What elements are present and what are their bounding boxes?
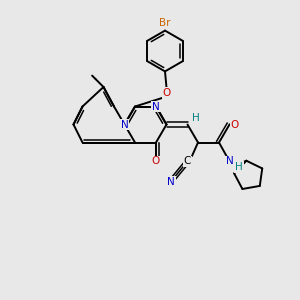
Text: O: O xyxy=(162,88,171,98)
Text: N: N xyxy=(152,101,160,112)
Text: H: H xyxy=(192,113,200,123)
Text: Br: Br xyxy=(159,18,171,28)
Text: C: C xyxy=(184,156,191,167)
Text: O: O xyxy=(231,119,239,130)
Text: N: N xyxy=(121,119,128,130)
Text: O: O xyxy=(152,156,160,167)
Text: N: N xyxy=(226,156,233,167)
Text: H: H xyxy=(235,162,243,172)
Text: N: N xyxy=(167,177,175,187)
